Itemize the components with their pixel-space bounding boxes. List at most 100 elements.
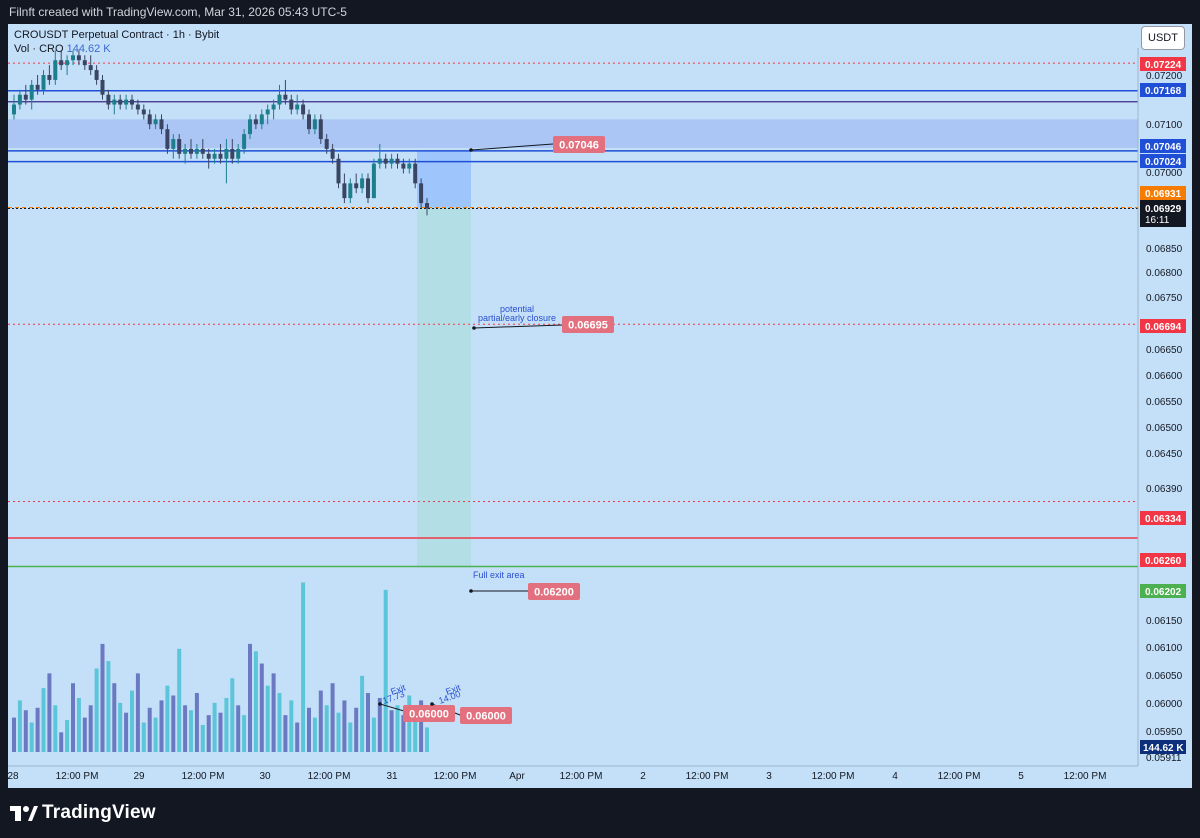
volume-bar: [395, 705, 400, 752]
candle-body: [153, 119, 158, 125]
symbol-legend[interactable]: CROUSDT Perpetual Contract · 1h · Bybit: [14, 29, 219, 41]
price-axis-tag-text: 0.06694: [1145, 322, 1182, 333]
candle-body: [236, 148, 241, 159]
time-axis-label: 28: [7, 771, 19, 782]
price-axis-tag-text: 0.07024: [1145, 157, 1182, 168]
volume-bar: [289, 700, 294, 752]
candle-body: [71, 55, 75, 61]
price-axis-tag: [1140, 186, 1186, 200]
price-axis-tick: 0.06500: [1146, 423, 1183, 434]
price-axis-tag-text: 0.06334: [1145, 514, 1182, 525]
candle-body: [330, 148, 335, 159]
candle-body: [47, 75, 52, 80]
volume-bar: [259, 663, 264, 752]
candle-body: [354, 183, 359, 189]
time-axis-label: Apr: [509, 771, 525, 782]
time-axis-label: 12:00 PM: [686, 771, 729, 782]
price-axis-tag-text: 0.06202: [1145, 587, 1182, 598]
price-axis-tick: 0.06100: [1146, 643, 1183, 654]
candle-body: [283, 94, 288, 100]
volume-bar: [307, 707, 311, 752]
volume-bar: [336, 712, 341, 752]
annotation-connector: [379, 703, 405, 712]
volume-bar: [200, 724, 205, 752]
volume-bar: [342, 700, 347, 752]
volume-bar: [100, 643, 105, 752]
annotation-anchor: [469, 148, 473, 152]
annotation-price-text: 0.07046: [559, 140, 599, 152]
volume-bar: [76, 697, 81, 752]
volume-bar: [124, 712, 129, 752]
annotation-price-label: [553, 136, 605, 153]
volume-bar: [17, 700, 22, 752]
price-axis-tick: 0.06050: [1146, 671, 1183, 682]
volume-bar: [360, 675, 365, 752]
candle-body: [336, 158, 341, 184]
volume-bar: [29, 722, 34, 752]
volume-bar: [277, 693, 282, 752]
volume-bar: [35, 707, 40, 752]
volume-bar: [224, 697, 229, 752]
volume-bar: [236, 705, 241, 752]
price-axis-tick: 0.05950: [1146, 727, 1183, 738]
candle-body: [29, 84, 34, 100]
volume-bar: [425, 727, 429, 752]
volume-label: Vol · CRO: [14, 43, 64, 55]
time-axis-label: 12:00 PM: [560, 771, 603, 782]
candle-body: [135, 104, 140, 110]
volume-bar: [401, 715, 406, 752]
volume-bar: [265, 685, 270, 752]
volume-bar: [407, 695, 412, 752]
candle-body: [65, 60, 70, 66]
candle-body: [360, 178, 365, 189]
volume-bar: [130, 690, 134, 752]
attribution-text: Filnft created with TradingView.com, Mar…: [9, 5, 347, 19]
volume-legend[interactable]: Vol · CRO 144.62 K: [14, 43, 111, 55]
volume-bar: [12, 717, 16, 752]
volume-bar: [59, 732, 64, 752]
candle-body: [425, 203, 429, 209]
currency-button[interactable]: USDT: [1141, 26, 1185, 50]
annotation-note: partial/early closure: [478, 313, 556, 323]
volume-bar: [53, 705, 58, 752]
price-axis-tick: 0.06150: [1146, 616, 1183, 627]
candle-body: [289, 99, 294, 110]
volume-bar: [65, 720, 70, 752]
candle-body: [59, 60, 64, 66]
candle-body: [23, 94, 28, 100]
candle-body: [277, 94, 282, 105]
annotation-price-label: [460, 707, 512, 724]
volume-bar: [106, 661, 111, 752]
volume-bar: [383, 589, 388, 752]
candle-body: [371, 163, 376, 199]
candle-body: [271, 104, 276, 110]
candle-body: [41, 75, 46, 90]
candle-body: [295, 104, 300, 110]
candle-body: [265, 109, 270, 115]
volume-bar: [324, 705, 329, 752]
candle-body: [118, 99, 123, 105]
time-axis-label: 5: [1018, 771, 1024, 782]
candle-body: [342, 183, 347, 199]
annotation-anchor: [469, 589, 473, 593]
candle-body: [401, 163, 406, 169]
candle-body: [94, 70, 99, 80]
volume-bar: [118, 702, 123, 752]
time-axis-label: 4: [892, 771, 898, 782]
candle-body: [159, 119, 164, 130]
time-axis-label: 3: [766, 771, 772, 782]
volume-bar: [206, 715, 211, 752]
candle-body: [106, 94, 111, 105]
candle-body: [141, 109, 146, 115]
volume-axis-tag-text: 144.62 K: [1143, 743, 1184, 754]
annotation-connector: [473, 324, 563, 329]
price-axis-tag-text: 0.07224: [1145, 60, 1182, 71]
position-target-zone: [417, 207, 471, 568]
candle-body: [189, 148, 193, 154]
candle-body: [301, 104, 306, 115]
volume-bar: [230, 678, 235, 752]
attribution-bar: Filnft created with TradingView.com, Mar…: [0, 0, 1200, 24]
tradingview-logo[interactable]: TradingView: [10, 801, 156, 825]
annotation-connector: [470, 143, 554, 151]
